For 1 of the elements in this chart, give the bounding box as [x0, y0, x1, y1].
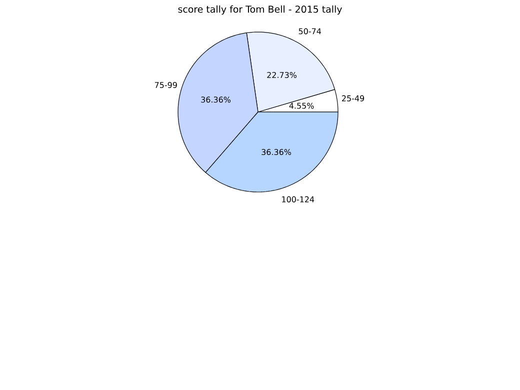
- chart-title: score tally for Tom Bell - 2015 tally: [178, 5, 342, 15]
